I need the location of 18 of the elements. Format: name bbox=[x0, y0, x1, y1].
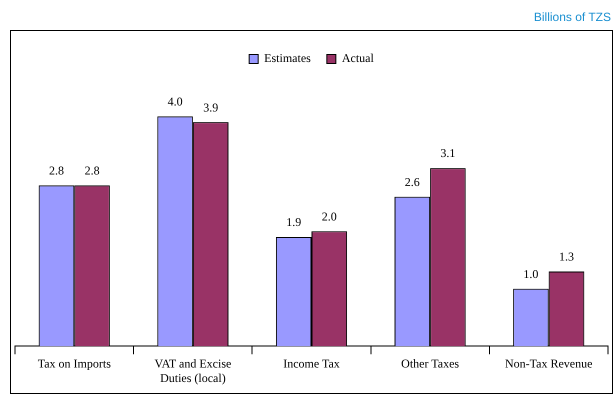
x-tick-label: Non-Tax Revenue bbox=[504, 356, 592, 371]
x-tick-label: Other Taxes bbox=[401, 356, 460, 371]
data-label: 2.6 bbox=[404, 174, 420, 189]
x-tick-label: Tax on Imports bbox=[38, 356, 112, 371]
data-label: 1.9 bbox=[286, 215, 302, 230]
data-label: 1.3 bbox=[558, 250, 574, 264]
data-label: 3.1 bbox=[440, 146, 456, 160]
data-label: 3.9 bbox=[203, 100, 218, 114]
legend-label: Actual bbox=[342, 51, 374, 66]
data-label: 2.0 bbox=[322, 209, 337, 224]
legend-label: Estimates bbox=[264, 51, 312, 66]
data-label: 2.8 bbox=[49, 163, 64, 178]
x-tick-label: VAT and Excise Duties (local) bbox=[154, 356, 232, 385]
data-label: 4.0 bbox=[168, 94, 183, 109]
x-tick-label: Income Tax bbox=[283, 356, 340, 371]
data-label: 2.8 bbox=[84, 163, 100, 178]
text: Billions of TZS bbox=[534, 10, 611, 24]
data-label: 1.0 bbox=[523, 266, 538, 281]
